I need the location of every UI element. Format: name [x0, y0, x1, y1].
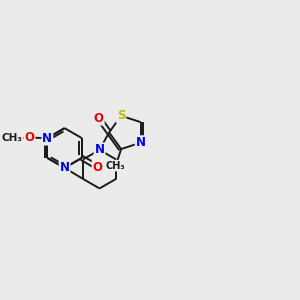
Text: O: O	[93, 160, 103, 174]
Text: N: N	[136, 136, 146, 149]
Text: O: O	[94, 112, 104, 124]
Text: N: N	[94, 143, 104, 156]
Text: N: N	[42, 132, 52, 145]
Text: CH₃: CH₃	[106, 161, 126, 171]
Text: S: S	[117, 109, 125, 122]
Text: CH₃: CH₃	[2, 133, 22, 143]
Text: O: O	[25, 131, 34, 144]
Text: N: N	[60, 161, 70, 174]
